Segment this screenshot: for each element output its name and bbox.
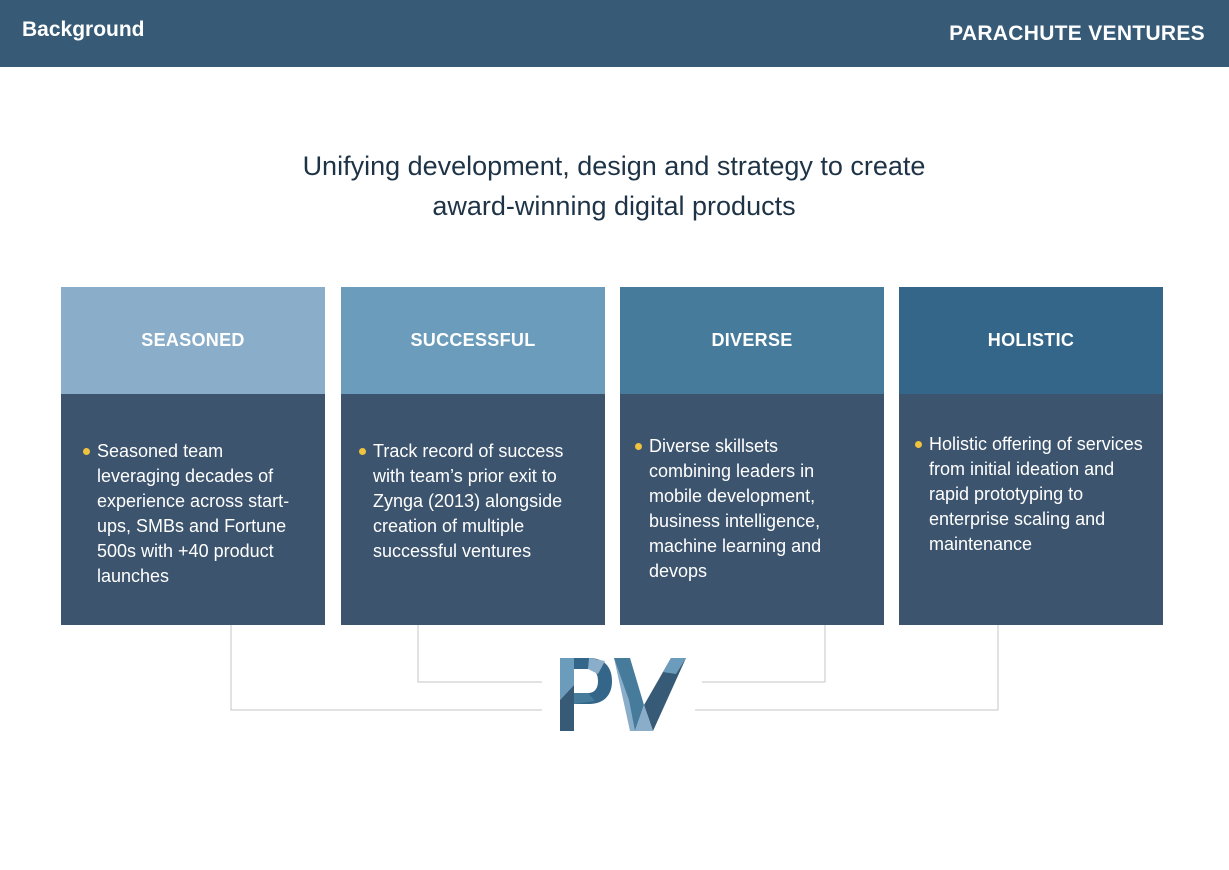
card-successful-body: Track record of success with team’s prio… [341,394,605,625]
card-seasoned-header: SEASONED [61,287,325,394]
card-diverse-bullet: Diverse skillsets combining leaders in m… [635,434,858,584]
card-diverse-header: DIVERSE [620,287,884,394]
headline-line-2: award-winning digital products [432,191,796,221]
pv-monogram-logo: PV [545,650,695,740]
logo-text: PV [545,650,547,651]
card-successful-header: SUCCESSFUL [341,287,605,394]
card-holistic: HOLISTIC Holistic offering of services f… [899,287,1163,625]
card-seasoned: SEASONED Seasoned team leveraging decade… [61,287,325,625]
card-holistic-header: HOLISTIC [899,287,1163,394]
card-diverse-body: Diverse skillsets combining leaders in m… [620,394,884,625]
card-seasoned-bullet: Seasoned team leveraging decades of expe… [83,439,305,589]
card-holistic-bullet: Holistic offering of services from initi… [915,432,1151,557]
headline: Unifying development, design and strateg… [214,146,1014,226]
headline-line-1: Unifying development, design and strateg… [302,151,926,181]
card-holistic-body: Holistic offering of services from initi… [899,394,1163,625]
brand-name: PARACHUTE VENTURES [949,22,1205,45]
header-bar: Background PARACHUTE VENTURES [0,0,1229,67]
card-diverse: DIVERSE Diverse skillsets combining lead… [620,287,884,625]
card-seasoned-body: Seasoned team leveraging decades of expe… [61,394,325,625]
card-successful: SUCCESSFUL Track record of success with … [341,287,605,625]
card-successful-bullet: Track record of success with team’s prio… [359,439,587,564]
section-title: Background [22,18,145,41]
